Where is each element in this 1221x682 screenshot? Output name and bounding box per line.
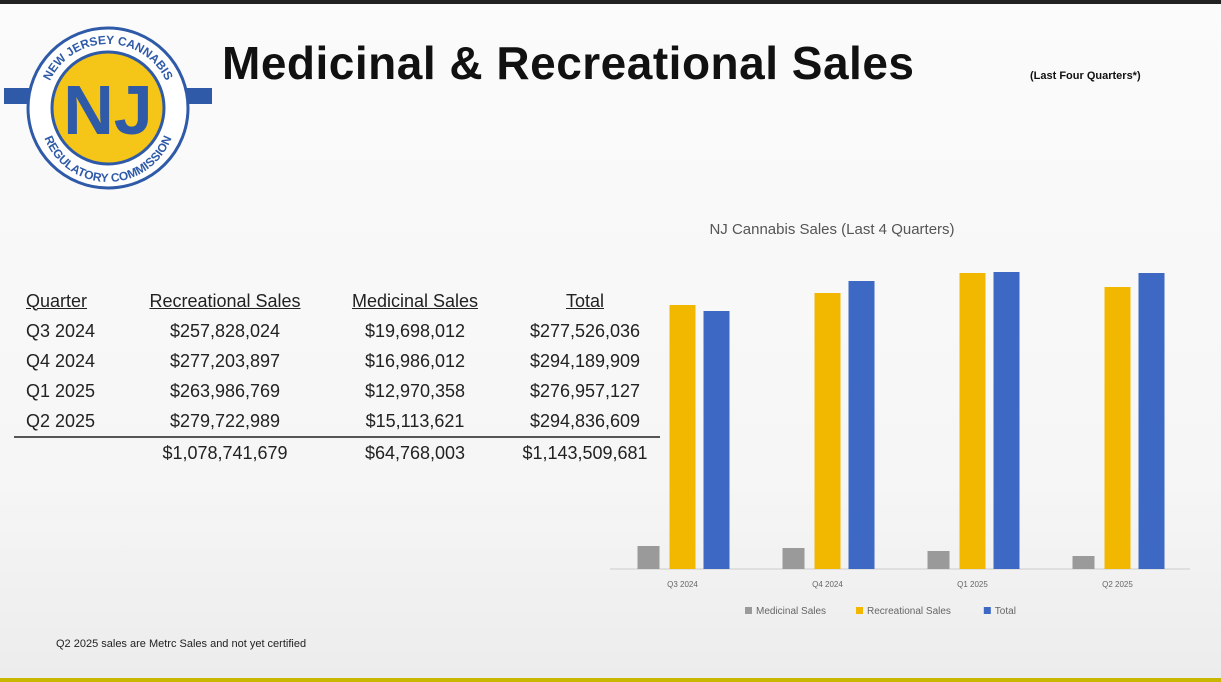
cell: $15,113,621 xyxy=(365,410,465,431)
cell: $19,698,012 xyxy=(364,320,466,341)
bar-total xyxy=(848,281,875,569)
legend-item: Recreational Sales xyxy=(867,606,951,617)
table-row: Q2 2025 $279,722,989 $15,113,621 $294,836,6… xyxy=(14,406,660,437)
page-subtitle: (Last Four Quarters*) xyxy=(1030,70,1141,82)
bar-medicinal-sales xyxy=(782,548,805,569)
cell: $1,143,509,681 xyxy=(510,436,660,468)
cell xyxy=(14,436,130,468)
cell: $263,986,769 xyxy=(169,380,281,401)
cell: $277,203,897 xyxy=(169,350,281,371)
legend-swatch xyxy=(983,607,991,614)
sales-bar-chart: NJ Cannabis Sales (Last 4 Quarters) Q3 20… xyxy=(610,221,1190,617)
table-header-row: Quarter Recreational Sales Medicinal Sal… xyxy=(14,286,660,316)
cell: Q2 2025 xyxy=(26,410,96,431)
bar-medicinal-sales xyxy=(637,546,660,569)
bar-recreational-sales xyxy=(959,273,986,569)
col-recreational: Recreational Sales xyxy=(149,290,301,311)
col-total: Total xyxy=(565,290,605,311)
bar-medicinal-sales xyxy=(927,551,950,569)
legend-item: Medicinal Sales xyxy=(756,606,826,617)
cell: $257,828,024 xyxy=(169,320,281,341)
legend-item: Total xyxy=(995,606,1016,617)
ncrc-logo: NJ NEW JERSEY CANNABIS REGULATORY COMMIS… xyxy=(4,26,212,190)
cell: $294,189,909 xyxy=(529,350,641,371)
top-border xyxy=(0,0,1221,4)
cell: $16,986,012 xyxy=(364,350,466,371)
table-row: Q3 2024 $257,828,024 $19,698,012 $277,526,0… xyxy=(14,316,660,346)
bar-recreational-sales xyxy=(814,293,841,569)
bar-medicinal-sales xyxy=(1072,556,1095,569)
page-title: Medicinal & Recreational Sales xyxy=(222,37,915,89)
table-row: Q1 2025 $263,986,769 $12,970,358 $276,957,1… xyxy=(14,376,660,406)
cell: Q1 2025 xyxy=(26,380,96,401)
totals-row: $1,078,741,679 $64,768,003 $1,143,509,681 xyxy=(14,436,660,468)
bar-recreational-sales xyxy=(669,305,696,569)
cell: Q3 2024 xyxy=(26,320,96,341)
col-medicinal: Medicinal Sales xyxy=(351,290,479,311)
legend-swatch xyxy=(856,607,863,614)
x-tick-label: Q2 2025 xyxy=(1102,580,1133,589)
sales-table: Quarter Recreational Sales Medicinal Sal… xyxy=(14,286,660,468)
x-tick-label: Q3 2024 xyxy=(667,580,698,589)
table-row: Q4 2024 $277,203,897 $16,986,012 $294,189,9… xyxy=(14,346,660,376)
cell: $64,768,003 xyxy=(320,436,510,468)
bar-total xyxy=(703,311,730,569)
svg-text:NJ: NJ xyxy=(63,71,152,149)
cell: $276,957,127 xyxy=(529,380,641,401)
cell: $294,836,609 xyxy=(529,410,641,431)
bottom-border xyxy=(0,678,1221,682)
cell: $279,722,989 xyxy=(169,410,281,431)
footnote: Q2 2025 sales are Metrc Sales and not ye… xyxy=(56,638,307,650)
bar-total xyxy=(993,272,1020,569)
bar-total xyxy=(1138,273,1165,569)
chart-title: NJ Cannabis Sales (Last 4 Quarters) xyxy=(709,221,954,238)
bar-recreational-sales xyxy=(1104,287,1131,569)
x-tick-label: Q1 2025 xyxy=(957,580,988,589)
cell: $12,970,358 xyxy=(364,380,466,401)
x-tick-label: Q4 2024 xyxy=(812,580,843,589)
cell: $277,526,036 xyxy=(529,320,641,341)
cell: Q4 2024 xyxy=(26,350,96,371)
legend-swatch xyxy=(745,607,752,614)
col-quarter: Quarter xyxy=(26,290,88,311)
cell: $1,078,741,679 xyxy=(130,436,320,468)
